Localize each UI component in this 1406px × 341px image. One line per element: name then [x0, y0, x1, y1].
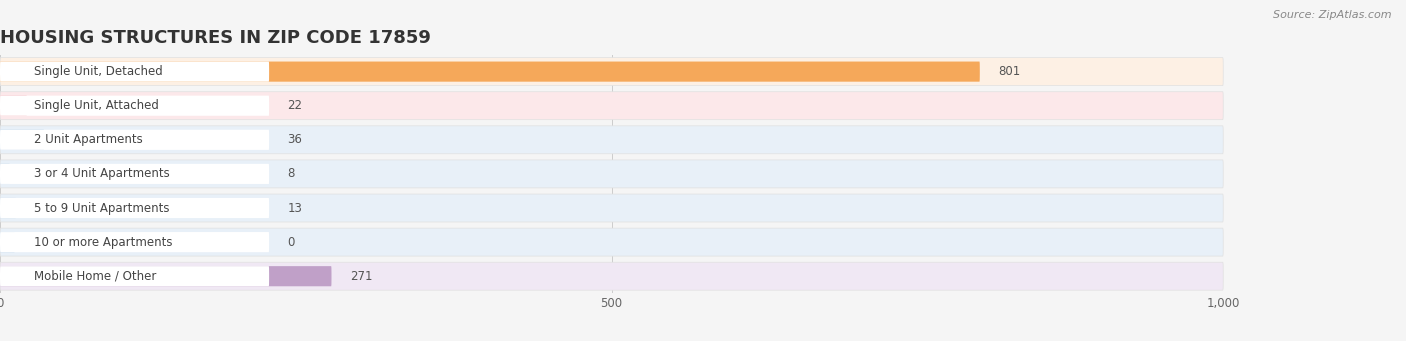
FancyBboxPatch shape [0, 194, 1223, 222]
FancyBboxPatch shape [0, 95, 27, 116]
FancyBboxPatch shape [0, 61, 269, 82]
FancyBboxPatch shape [0, 61, 980, 82]
Text: HOUSING STRUCTURES IN ZIP CODE 17859: HOUSING STRUCTURES IN ZIP CODE 17859 [0, 29, 430, 47]
FancyBboxPatch shape [0, 160, 1223, 188]
FancyBboxPatch shape [0, 266, 269, 286]
Text: Source: ZipAtlas.com: Source: ZipAtlas.com [1274, 10, 1392, 20]
Text: 2 Unit Apartments: 2 Unit Apartments [34, 133, 143, 146]
Text: Mobile Home / Other: Mobile Home / Other [34, 270, 156, 283]
Text: 36: 36 [287, 133, 302, 146]
Text: 3 or 4 Unit Apartments: 3 or 4 Unit Apartments [34, 167, 170, 180]
Text: 8: 8 [287, 167, 295, 180]
FancyBboxPatch shape [0, 92, 1223, 120]
Text: 271: 271 [350, 270, 373, 283]
FancyBboxPatch shape [0, 164, 10, 184]
Text: 10 or more Apartments: 10 or more Apartments [34, 236, 173, 249]
FancyBboxPatch shape [0, 228, 1223, 256]
FancyBboxPatch shape [0, 232, 14, 252]
FancyBboxPatch shape [0, 232, 269, 252]
Text: 13: 13 [287, 202, 302, 214]
FancyBboxPatch shape [0, 198, 269, 218]
FancyBboxPatch shape [0, 262, 1223, 290]
FancyBboxPatch shape [0, 164, 269, 184]
Text: 22: 22 [287, 99, 302, 112]
FancyBboxPatch shape [0, 95, 269, 116]
Text: 5 to 9 Unit Apartments: 5 to 9 Unit Apartments [34, 202, 170, 214]
FancyBboxPatch shape [0, 130, 269, 150]
FancyBboxPatch shape [0, 198, 15, 218]
FancyBboxPatch shape [0, 126, 1223, 154]
FancyBboxPatch shape [0, 130, 44, 150]
Text: Single Unit, Detached: Single Unit, Detached [34, 65, 163, 78]
FancyBboxPatch shape [0, 266, 332, 286]
Text: 801: 801 [998, 65, 1021, 78]
FancyBboxPatch shape [0, 58, 1223, 86]
Text: 0: 0 [287, 236, 295, 249]
Text: Single Unit, Attached: Single Unit, Attached [34, 99, 159, 112]
